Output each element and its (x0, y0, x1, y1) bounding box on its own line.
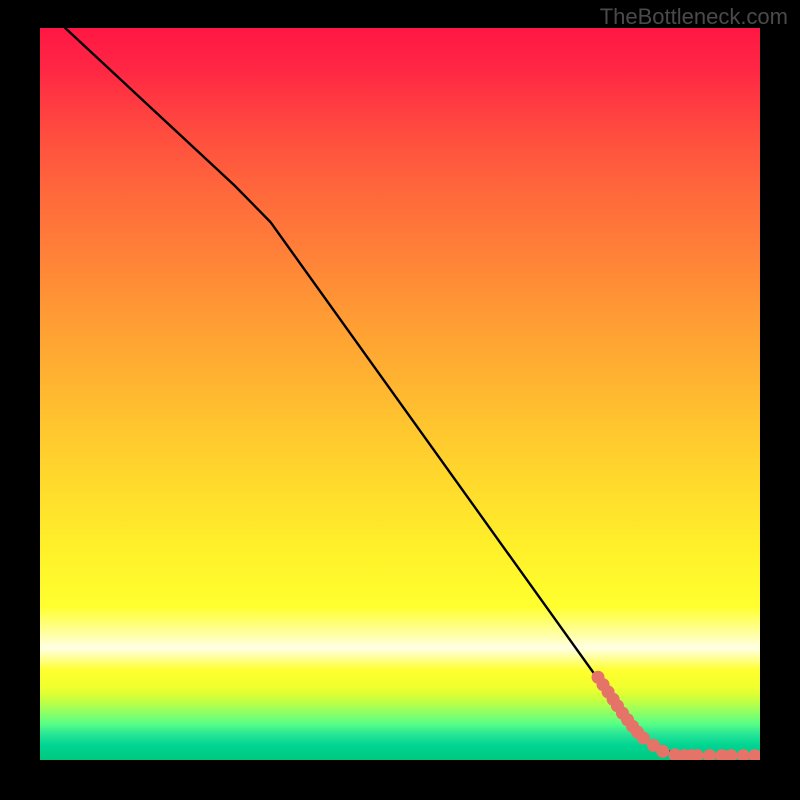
plot-area (40, 28, 760, 760)
data-point (737, 749, 750, 760)
data-markers (592, 671, 761, 760)
data-point (748, 749, 760, 760)
data-point (703, 749, 716, 760)
watermark-text: TheBottleneck.com (600, 4, 788, 30)
chart-canvas (40, 28, 760, 760)
data-point (725, 749, 738, 760)
data-point (656, 745, 669, 758)
bottleneck-curve (65, 28, 760, 756)
